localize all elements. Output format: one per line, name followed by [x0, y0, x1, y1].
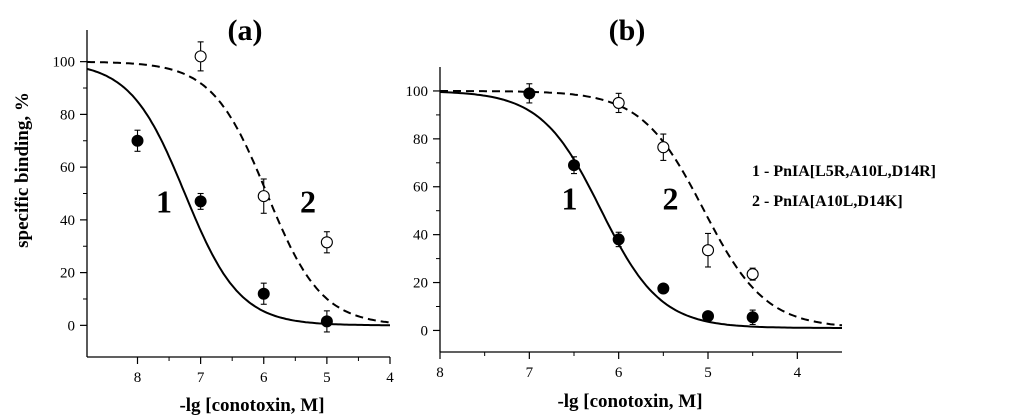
y-tick-label: 100 — [53, 55, 76, 71]
curve-label-2: 2 — [300, 183, 316, 219]
y-tick-label: 0 — [68, 318, 76, 334]
data-point-filled — [194, 195, 207, 208]
panel-label: (b) — [609, 14, 646, 47]
x-tick-label: 8 — [436, 365, 444, 381]
data-point-open — [612, 96, 625, 109]
y-tick-label: 20 — [413, 276, 428, 292]
x-tick-label: 5 — [704, 365, 712, 381]
x-tick-label: 5 — [323, 370, 331, 386]
y-tick-label: 80 — [60, 107, 75, 123]
x-tick-label: 7 — [197, 370, 205, 386]
fit-curve-series-2 — [87, 61, 391, 324]
data-point-open — [746, 268, 759, 281]
y-tick-label: 20 — [60, 266, 75, 282]
data-point-filled — [131, 134, 144, 147]
x-axis-label: -lg [conotoxin, M] — [179, 395, 324, 416]
legend-entry-2: 2 - PnIA[A10L,D14K] — [752, 193, 903, 210]
fit-curve-series-1 — [86, 67, 390, 327]
data-point-filled — [657, 282, 670, 295]
x-tick-label: 6 — [260, 370, 268, 386]
data-point-filled — [257, 287, 270, 300]
panel-label: (a) — [228, 14, 263, 47]
x-tick-label: 4 — [794, 365, 802, 381]
data-point-filled — [702, 310, 714, 323]
y-tick-label: 0 — [421, 323, 429, 339]
data-point-open — [701, 244, 715, 257]
curve-label-2: 2 — [662, 181, 678, 217]
data-point-filled — [320, 315, 333, 328]
fit-curve-series-2 — [440, 90, 843, 327]
data-point-open — [194, 50, 207, 63]
data-point-filled — [746, 311, 759, 324]
y-tick-label: 60 — [60, 160, 75, 176]
data-point-filled — [568, 159, 580, 172]
fit-curve-series-1 — [439, 91, 842, 329]
x-axis-label: -lg [conotoxin, M] — [557, 391, 702, 412]
y-tick-label: 40 — [60, 213, 75, 229]
data-point-open — [320, 236, 333, 249]
legend-entry-1: 1 - PnIA[L5R,A10L,D14R] — [752, 163, 936, 180]
data-point-open — [657, 141, 670, 154]
x-tick-label: 7 — [526, 365, 534, 381]
y-axis-label: specific binding, % — [12, 92, 33, 248]
y-tick-label: 60 — [413, 180, 428, 196]
data-point-filled — [612, 233, 625, 246]
y-tick-label: 100 — [406, 84, 429, 100]
y-tick-label: 40 — [413, 228, 428, 244]
x-tick-label: 4 — [386, 370, 394, 386]
data-point-filled — [523, 87, 536, 100]
curve-label-1: 1 — [156, 183, 172, 219]
data-point-open — [257, 190, 270, 203]
curve-label-1: 1 — [562, 181, 578, 217]
x-tick-label: 8 — [134, 370, 142, 386]
y-tick-label: 80 — [413, 132, 428, 148]
x-tick-label: 6 — [615, 365, 623, 381]
